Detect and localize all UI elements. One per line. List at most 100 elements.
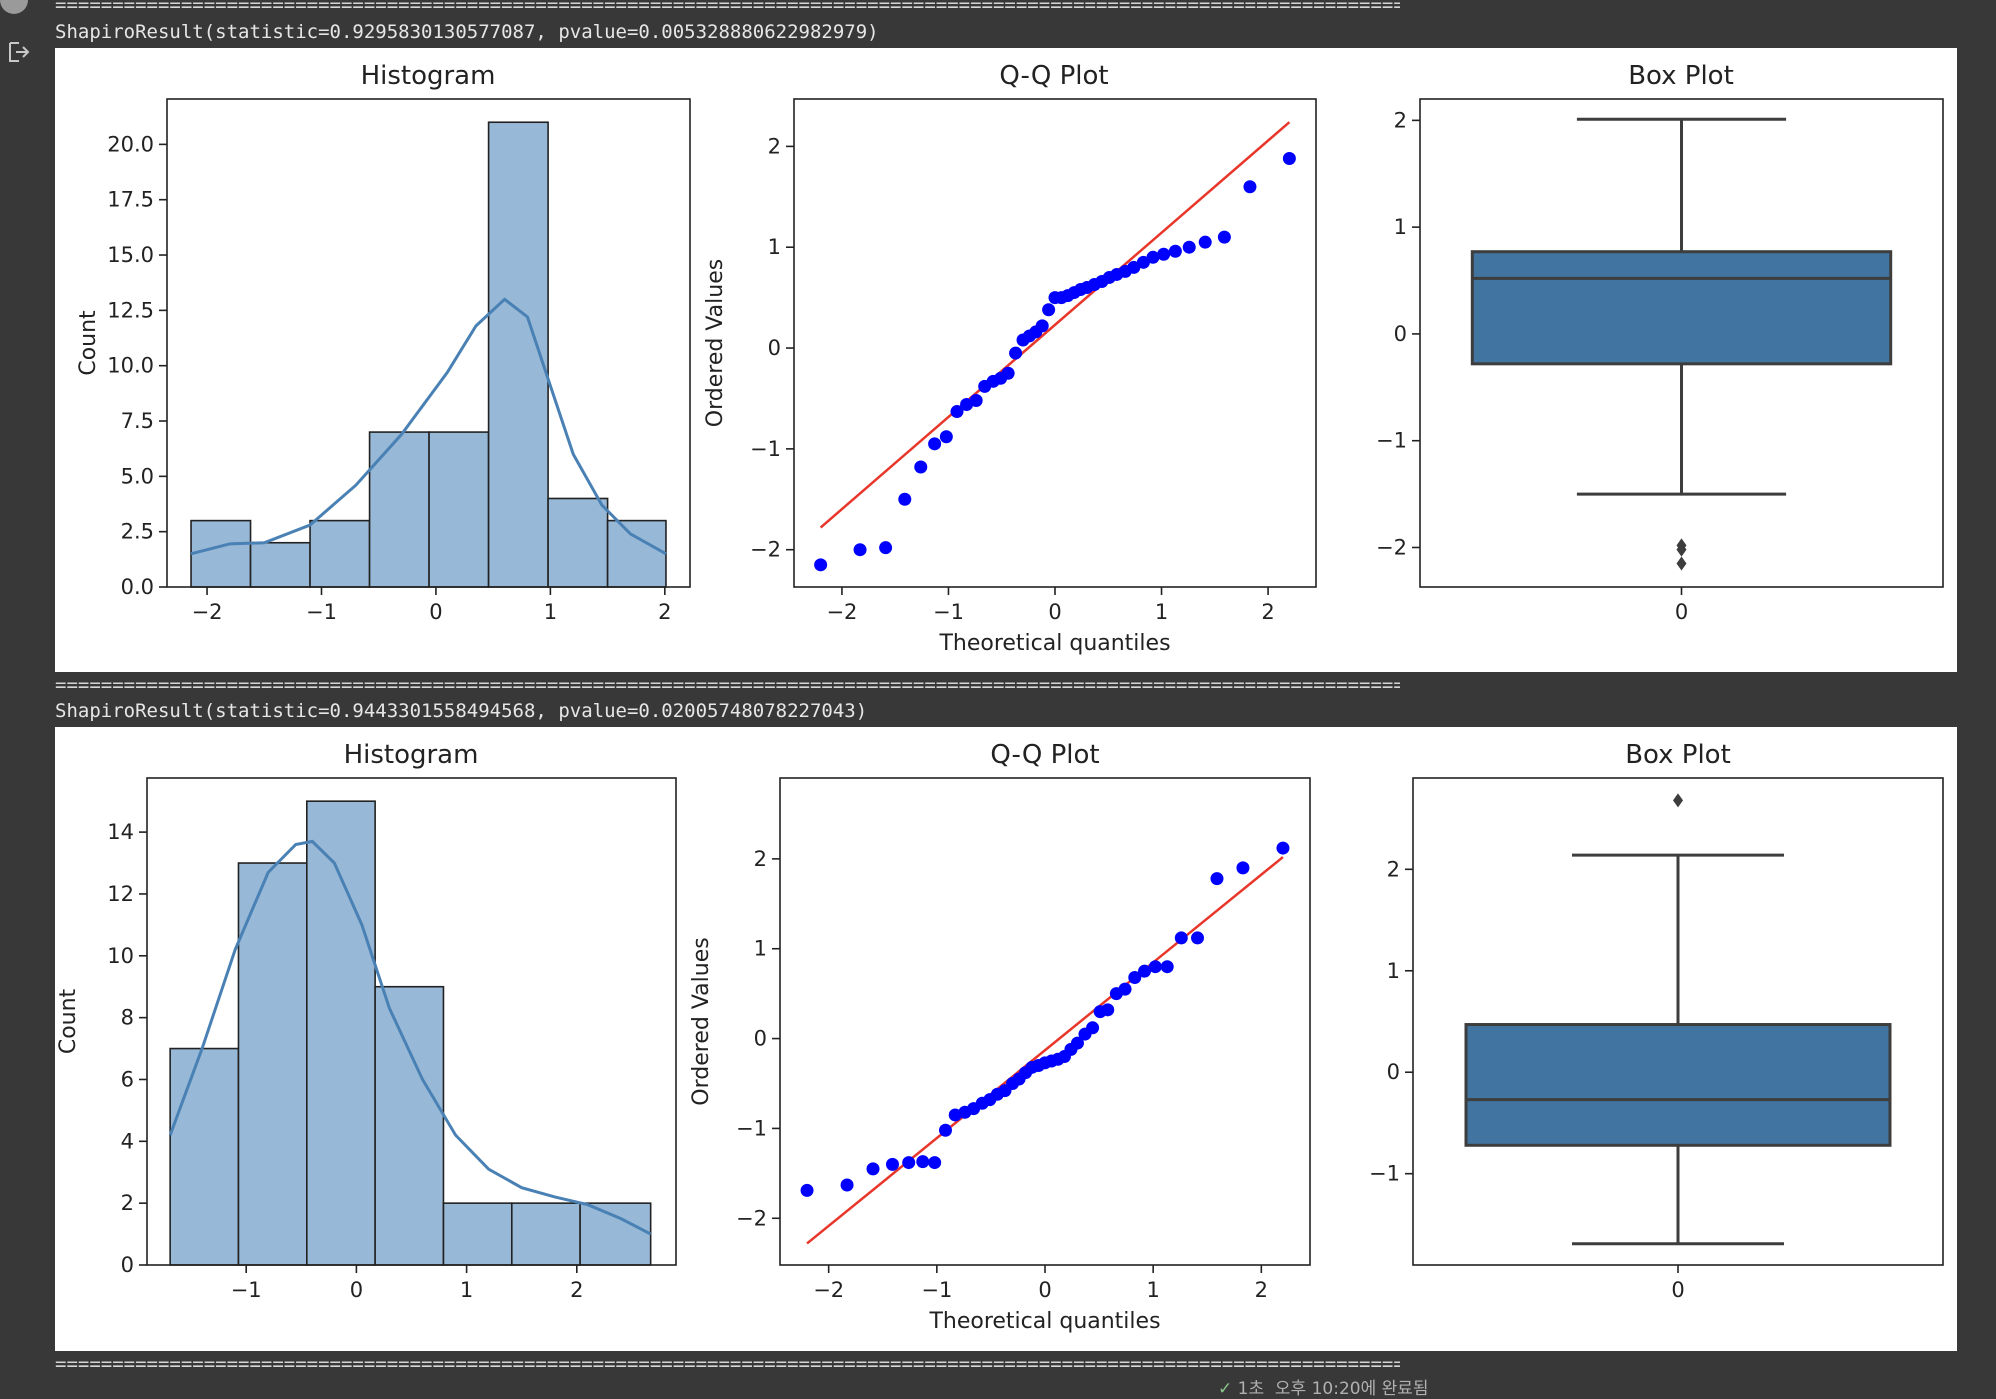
y-tick-label: −1 [736, 1116, 767, 1140]
qq-point [1001, 366, 1015, 380]
y-tick-label: −1 [750, 437, 781, 461]
y-tick-label: 0.0 [121, 575, 154, 599]
figure-1-svg: Histogram Q-Q Plot Box Plot −2 −1 0 1 20.02.… [76, 61, 1944, 656]
qq-point [1035, 319, 1049, 333]
y-tick-label: −1 [1369, 1162, 1400, 1186]
qq-point [902, 1156, 916, 1170]
y-tick-label: 20.0 [107, 132, 154, 156]
x-tick-label: −1 [933, 600, 964, 624]
y-tick-label: −2 [1376, 535, 1407, 559]
y-tick-label: 5.0 [121, 464, 154, 488]
y-tick-label: 0 [1387, 1060, 1400, 1084]
y-tick-label: 2 [121, 1191, 134, 1215]
x-tick-label: 0 [1671, 1278, 1684, 1302]
y-tick-label: −2 [750, 538, 781, 562]
qq-point [853, 543, 867, 557]
qq-plot-chart-2: −2 −1 0 1 2 −2 −1 0 1 2 Theoretical quantiles Order… [689, 777, 1311, 1334]
histogram-bar [306, 800, 376, 1266]
y-tick-label: 7.5 [121, 409, 154, 433]
qq-point [1127, 260, 1141, 274]
histogram-bar [510, 1202, 581, 1266]
qq-point [1157, 247, 1171, 261]
figure-1: Histogram Q-Q Plot Box Plot −2 −1 0 1 2 0.0 2.… [55, 48, 1957, 672]
axes-frame [166, 98, 691, 588]
y-tick-label: −1 [1376, 429, 1407, 453]
y-tick-label: 0 [121, 1253, 134, 1277]
x-tick-label: 1 [544, 600, 557, 624]
qq-point [879, 541, 893, 555]
x-tick-label: 2 [1255, 1278, 1268, 1302]
y-axis-label: Count [56, 988, 81, 1054]
histogram-bar [579, 1202, 652, 1266]
box-plot-chart-2: 0 −1 0 1 2 [1369, 777, 1944, 1302]
y-tick-label: 10 [107, 944, 134, 968]
y-tick-label: 14 [107, 820, 134, 844]
qq-point [1168, 244, 1182, 258]
box-iqr [1464, 1023, 1892, 1147]
separator-line [55, 679, 1400, 691]
box-plot-title: Box Plot [1628, 61, 1734, 91]
x-tick-label: 2 [1261, 600, 1274, 624]
qq-point [800, 1183, 814, 1197]
x-tick-label: 2 [570, 1278, 583, 1302]
qq-point [1042, 303, 1056, 317]
qq-point [950, 405, 964, 419]
kde-curve [190, 297, 667, 556]
qq-point [928, 437, 942, 451]
qq-point [814, 558, 828, 572]
qq-point [1210, 872, 1224, 886]
y-tick-label: 2 [754, 847, 767, 871]
histogram-bar [249, 541, 311, 588]
y-tick-label: 1 [1394, 215, 1407, 239]
x-tick-label: 1 [1155, 600, 1168, 624]
y-tick-label: 12.5 [107, 298, 154, 322]
y-tick-label: 0 [768, 336, 781, 360]
qq-point [840, 1178, 854, 1192]
shapiro-result-2: ShapiroResult(statistic=0.94433015584945… [55, 700, 868, 722]
execution-status: ✓ 1초 오후 10:20에 완료됨 [1218, 1374, 1429, 1399]
y-tick-label: 15.0 [107, 243, 154, 267]
qq-point [969, 393, 983, 407]
histogram-bar [368, 431, 430, 588]
qq-point [914, 460, 928, 474]
x-axis-label: Theoretical quantiles [938, 631, 1170, 656]
y-axis-label: Ordered Values [703, 259, 728, 427]
histogram-bar [374, 985, 445, 1266]
y-tick-label: 6 [121, 1067, 134, 1091]
cell-run-indicator[interactable] [0, 0, 28, 14]
qq-point [1148, 960, 1162, 974]
histogram-bar [487, 121, 549, 588]
qq-point [916, 1155, 930, 1169]
qq-point [1138, 964, 1152, 978]
y-tick-label: 17.5 [107, 188, 154, 212]
qq-point [1174, 931, 1188, 945]
x-tick-label: 0 [1048, 600, 1061, 624]
axes-frame [146, 777, 677, 1266]
output-redirect-icon[interactable] [4, 38, 32, 66]
histogram-title: Histogram [344, 740, 479, 770]
x-tick-label: −2 [813, 1278, 844, 1302]
x-tick-label: 0 [429, 600, 442, 624]
qq-point [1276, 841, 1290, 855]
qq-point [1182, 240, 1196, 254]
histogram-bar [428, 431, 490, 588]
y-tick-label: 2.5 [121, 520, 154, 544]
qq-reference-line [819, 121, 1291, 529]
figure-2-svg: Histogram Q-Q Plot Box Plot −1 0 1 20246810… [56, 740, 1944, 1334]
shapiro-result-1: ShapiroResult(statistic=0.92958301305770… [55, 21, 879, 43]
axes-frame [779, 777, 1311, 1266]
qq-point [1243, 180, 1257, 194]
qq-point [1009, 346, 1023, 360]
y-tick-label: 2 [1394, 108, 1407, 132]
qq-point [1070, 1036, 1084, 1050]
box-outlier [1676, 556, 1687, 571]
check-icon: ✓ [1218, 1379, 1233, 1399]
histogram-bar [442, 1202, 513, 1266]
qq-plot-chart-1: −2 −1 0 1 2 −2 −1 0 1 2 Theoretical quantiles Order… [703, 98, 1317, 656]
y-tick-label: 0 [754, 1027, 767, 1051]
histogram-bar [547, 497, 609, 588]
qq-point [939, 430, 953, 444]
y-tick-label: 8 [121, 1006, 134, 1030]
x-tick-label: 1 [1146, 1278, 1159, 1302]
